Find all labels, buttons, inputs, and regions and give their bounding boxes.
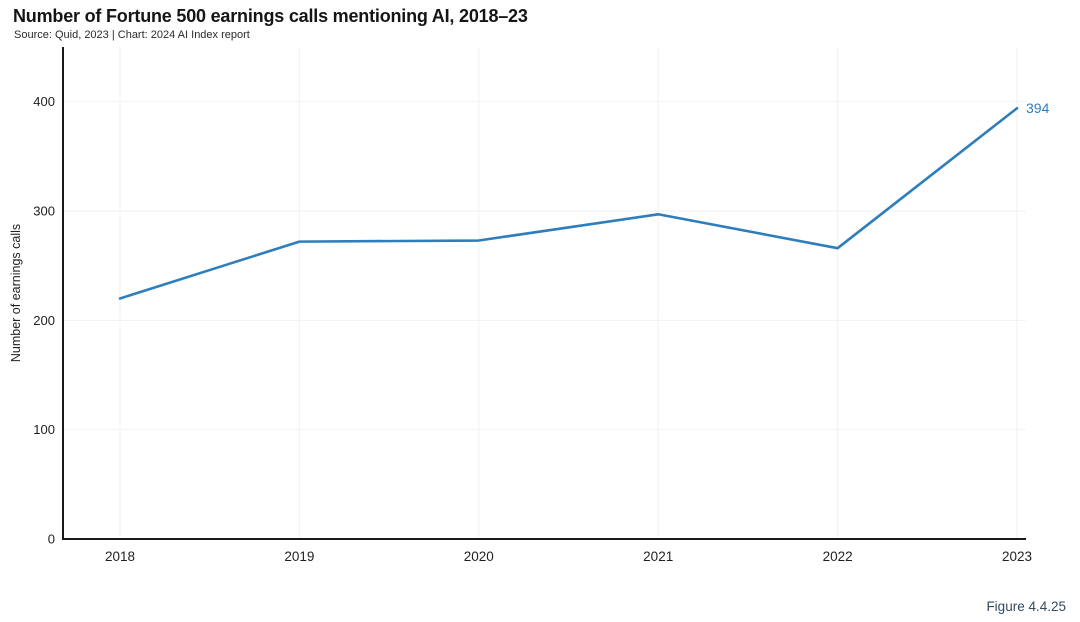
figure-number-label: Figure 4.4.25: [986, 599, 1066, 614]
y-tick-label: 200: [33, 313, 55, 328]
x-tick-label: 2022: [823, 549, 853, 564]
x-tick-label: 2018: [105, 549, 135, 564]
x-tick-label: 2020: [464, 549, 494, 564]
y-tick-label: 300: [33, 204, 55, 219]
y-axis-title: Number of earnings calls: [9, 224, 23, 362]
y-tick-label: 0: [48, 532, 55, 547]
data-line-series: [118, 106, 1019, 300]
x-tick-label: 2019: [284, 549, 314, 564]
x-tick-label: 2021: [643, 549, 673, 564]
chart-title: Number of Fortune 500 earnings calls men…: [13, 6, 528, 26]
chart-subtitle: Source: Quid, 2023 | Chart: 2024 AI Inde…: [14, 29, 250, 41]
end-value-label: 394: [1026, 100, 1050, 116]
y-tick-label: 400: [33, 94, 55, 109]
y-tick-label: 100: [33, 422, 55, 437]
x-tick-label: 2023: [1002, 549, 1032, 564]
